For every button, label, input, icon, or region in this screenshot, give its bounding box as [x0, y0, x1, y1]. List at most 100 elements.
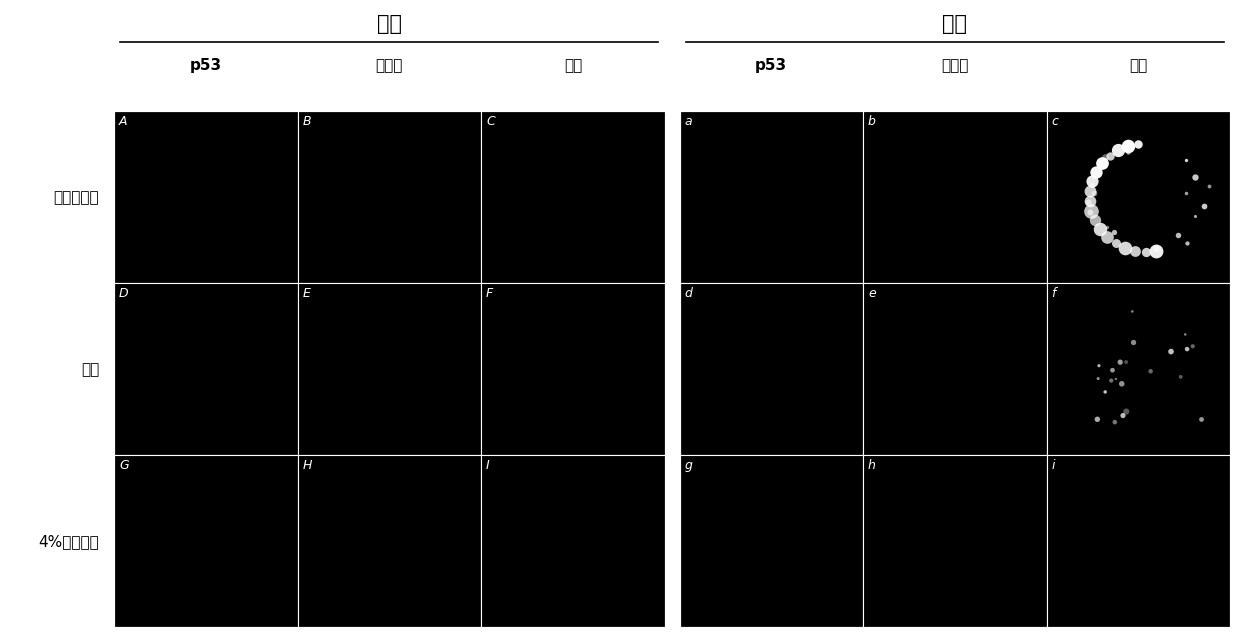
- Bar: [114, 111, 298, 283]
- Text: g: g: [684, 459, 692, 471]
- Point: [1116, 357, 1136, 367]
- Text: 4%多聚甲醇: 4%多聚甲醇: [38, 534, 99, 549]
- Point: [1101, 375, 1121, 385]
- Point: [1128, 138, 1148, 148]
- Point: [1105, 417, 1125, 427]
- Point: [1085, 215, 1105, 225]
- Bar: [114, 111, 665, 627]
- Text: 甲醇: 甲醇: [81, 362, 99, 377]
- Point: [1123, 338, 1143, 348]
- Point: [1136, 247, 1156, 257]
- Bar: [680, 111, 863, 283]
- Text: A: A: [119, 115, 128, 127]
- Bar: [680, 111, 1230, 627]
- Text: e: e: [868, 287, 875, 299]
- Point: [1176, 329, 1195, 340]
- Text: B: B: [303, 115, 311, 127]
- Point: [1185, 211, 1205, 221]
- Point: [1083, 176, 1102, 186]
- Bar: [481, 455, 665, 627]
- Point: [1081, 206, 1101, 216]
- Point: [1097, 232, 1117, 242]
- Point: [1118, 141, 1138, 151]
- Bar: [1047, 111, 1230, 283]
- Point: [1177, 344, 1197, 354]
- Point: [1192, 414, 1211, 424]
- Text: C: C: [486, 115, 495, 127]
- Point: [1106, 238, 1126, 248]
- Point: [1177, 238, 1197, 248]
- Text: i: i: [1052, 459, 1055, 471]
- Point: [1097, 222, 1117, 232]
- Point: [1100, 151, 1120, 161]
- Text: D: D: [119, 287, 129, 299]
- Point: [1092, 158, 1112, 168]
- Text: H: H: [303, 459, 312, 471]
- Text: h: h: [868, 459, 875, 471]
- Bar: [481, 111, 665, 283]
- Bar: [680, 455, 863, 627]
- Point: [1171, 372, 1190, 382]
- Point: [1110, 357, 1130, 368]
- Point: [1080, 186, 1100, 196]
- Text: G: G: [119, 459, 129, 471]
- Text: p53: p53: [755, 58, 787, 73]
- Point: [1078, 196, 1097, 206]
- Bar: [481, 283, 665, 455]
- Point: [1122, 306, 1142, 317]
- Text: 线粒体: 线粒体: [376, 58, 403, 73]
- Point: [1087, 414, 1107, 424]
- Bar: [1047, 455, 1230, 627]
- Text: a: a: [684, 115, 692, 127]
- Point: [1177, 188, 1197, 198]
- Text: I: I: [486, 459, 490, 471]
- Point: [1106, 374, 1126, 384]
- Text: 常氧: 常氧: [377, 14, 402, 34]
- Bar: [1047, 283, 1230, 455]
- Text: b: b: [868, 115, 875, 127]
- Point: [1104, 227, 1123, 237]
- Text: 串合: 串合: [1130, 58, 1147, 73]
- Bar: [114, 455, 298, 627]
- Bar: [863, 283, 1047, 455]
- Text: 缺氧: 缺氧: [942, 14, 967, 34]
- Point: [1084, 189, 1104, 199]
- Point: [1141, 366, 1161, 376]
- Point: [1115, 243, 1135, 253]
- Point: [1102, 365, 1122, 375]
- Text: 甲醇：丙酮: 甲醇：丙酮: [53, 190, 99, 205]
- Bar: [863, 455, 1047, 627]
- Text: d: d: [684, 287, 692, 299]
- Text: f: f: [1052, 287, 1056, 299]
- Point: [1080, 196, 1100, 206]
- Point: [1081, 180, 1101, 190]
- Point: [1183, 341, 1203, 352]
- Point: [1161, 347, 1180, 357]
- Bar: [863, 111, 1047, 283]
- Point: [1095, 387, 1115, 397]
- Text: F: F: [486, 287, 494, 299]
- Text: c: c: [1052, 115, 1059, 127]
- Bar: [114, 283, 298, 455]
- Point: [1090, 224, 1110, 234]
- Point: [1118, 147, 1138, 157]
- Bar: [298, 455, 481, 627]
- Point: [1168, 229, 1188, 240]
- Point: [1089, 361, 1109, 371]
- Bar: [298, 111, 481, 283]
- Point: [1114, 410, 1133, 420]
- Point: [1095, 152, 1115, 162]
- Point: [1184, 172, 1204, 182]
- Point: [1125, 246, 1145, 256]
- Text: p53: p53: [190, 58, 222, 73]
- Point: [1109, 145, 1128, 155]
- Bar: [680, 283, 863, 455]
- Point: [1089, 373, 1109, 383]
- Point: [1116, 406, 1136, 417]
- Bar: [298, 283, 481, 455]
- Point: [1146, 243, 1166, 253]
- Point: [1176, 155, 1195, 166]
- Text: E: E: [303, 287, 310, 299]
- Text: 串合: 串合: [564, 58, 582, 73]
- Text: 线粒体: 线粒体: [941, 58, 968, 73]
